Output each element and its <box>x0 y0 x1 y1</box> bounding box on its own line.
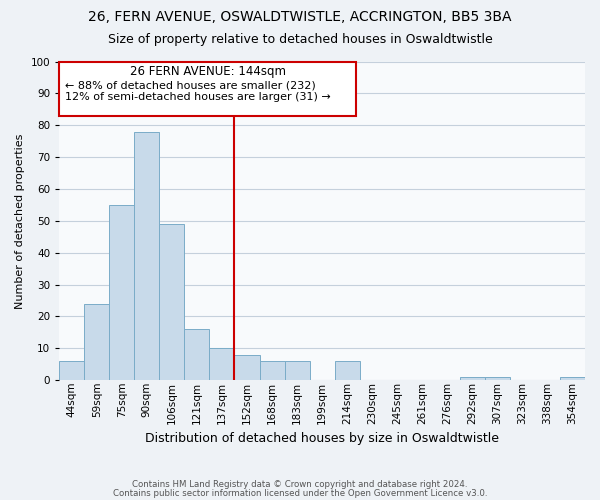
Text: 12% of semi-detached houses are larger (31) →: 12% of semi-detached houses are larger (… <box>65 92 331 102</box>
Text: 26 FERN AVENUE: 144sqm: 26 FERN AVENUE: 144sqm <box>130 66 286 78</box>
Bar <box>284 361 310 380</box>
Bar <box>84 304 109 380</box>
Bar <box>235 354 260 380</box>
Text: Size of property relative to detached houses in Oswaldtwistle: Size of property relative to detached ho… <box>107 32 493 46</box>
Bar <box>560 377 585 380</box>
Text: Contains public sector information licensed under the Open Government Licence v3: Contains public sector information licen… <box>113 489 487 498</box>
Y-axis label: Number of detached properties: Number of detached properties <box>15 133 25 308</box>
Bar <box>335 361 359 380</box>
Text: Contains HM Land Registry data © Crown copyright and database right 2024.: Contains HM Land Registry data © Crown c… <box>132 480 468 489</box>
Bar <box>460 377 485 380</box>
Bar <box>184 329 209 380</box>
X-axis label: Distribution of detached houses by size in Oswaldtwistle: Distribution of detached houses by size … <box>145 432 499 445</box>
Text: ← 88% of detached houses are smaller (232): ← 88% of detached houses are smaller (23… <box>65 80 316 90</box>
Bar <box>209 348 235 380</box>
Bar <box>160 224 184 380</box>
Text: 26, FERN AVENUE, OSWALDTWISTLE, ACCRINGTON, BB5 3BA: 26, FERN AVENUE, OSWALDTWISTLE, ACCRINGT… <box>88 10 512 24</box>
Bar <box>260 361 284 380</box>
Bar <box>59 361 84 380</box>
Bar <box>109 205 134 380</box>
Bar <box>485 377 510 380</box>
Bar <box>134 132 160 380</box>
